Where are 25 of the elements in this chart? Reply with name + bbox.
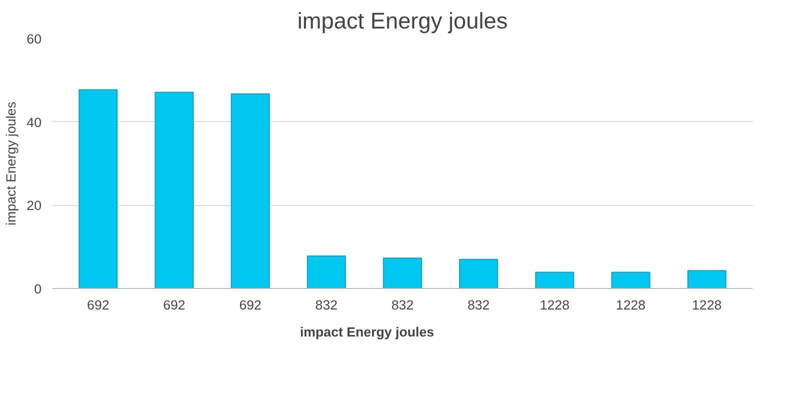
y-tick-label: 0 — [34, 282, 42, 296]
bar — [230, 93, 270, 288]
x-tick-label: 832 — [315, 298, 338, 312]
y-tick-label: 40 — [26, 114, 42, 130]
y-tick-label: 20 — [26, 198, 42, 214]
bar — [154, 92, 194, 288]
bar — [611, 272, 650, 288]
bar — [78, 89, 118, 288]
x-tick-label: 832 — [467, 298, 490, 312]
y-axis-title: impact Energy joules — [4, 101, 19, 226]
bar — [382, 258, 422, 288]
bar — [687, 270, 726, 288]
x-tick-label: 692 — [87, 298, 110, 312]
x-tick-label: 1228 — [616, 298, 646, 312]
y-tick-label: 60 — [26, 32, 42, 46]
bar — [306, 256, 346, 288]
x-tick-label: 1228 — [540, 298, 570, 312]
bar — [459, 258, 498, 288]
text: impact Energy joules — [300, 324, 434, 340]
x-tick-label: 692 — [239, 298, 262, 312]
bar — [535, 272, 574, 288]
x-tick-label: 832 — [391, 298, 414, 312]
chart-title: impact Energy joules — [297, 8, 508, 34]
x-tick-label: 692 — [163, 298, 186, 312]
x-tick-label: 1228 — [692, 298, 722, 312]
